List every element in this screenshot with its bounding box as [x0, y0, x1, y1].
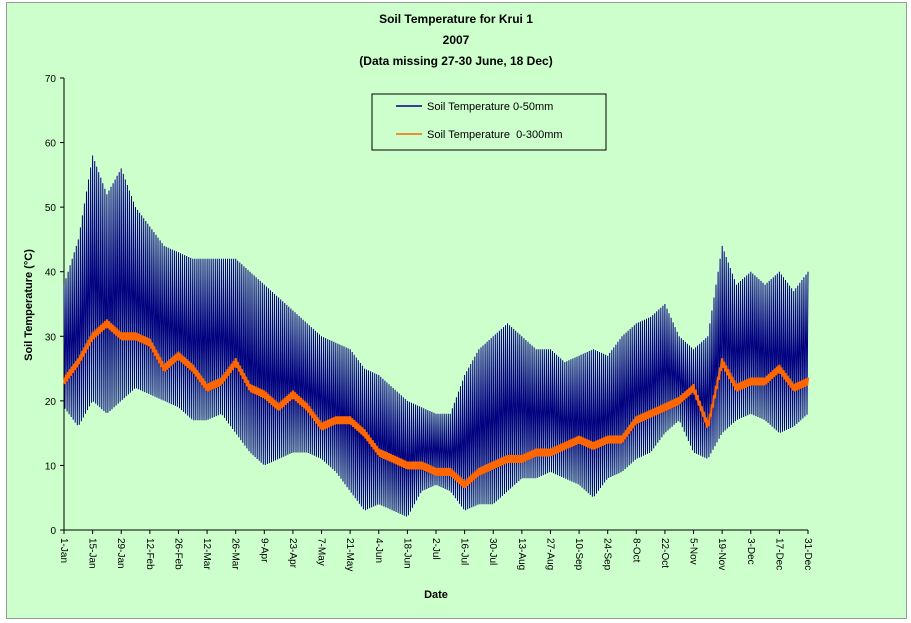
y-tick-label: 50: [45, 203, 57, 214]
x-tick-label: 2-Jul: [430, 538, 441, 560]
x-tick-label: 13-Aug: [516, 538, 527, 570]
legend-label-series-2: Soil Temperature 0-300mm: [427, 129, 563, 141]
y-tick-label: 30: [45, 332, 57, 343]
x-tick-label: 5-Nov: [688, 538, 699, 565]
x-tick-label: 21-May: [344, 538, 355, 571]
x-tick-label: 27-Aug: [544, 538, 555, 570]
x-tick-label: 19-Nov: [716, 538, 727, 570]
x-tick-label: 29-Jan: [115, 538, 126, 569]
x-tick-label: 22-Oct: [659, 538, 670, 568]
y-tick-label: 10: [45, 461, 57, 472]
series-line-0-300mm: [62, 319, 810, 488]
x-tick-label: 30-Jul: [487, 538, 498, 565]
x-axis-title: Date: [424, 589, 448, 601]
x-tick-label: 15-Jan: [87, 538, 98, 569]
x-tick-label: 7-May: [316, 538, 327, 566]
x-tick-label: 17-Dec: [773, 538, 784, 570]
x-tick-label: 10-Sep: [573, 538, 584, 571]
x-tick-label: 3-Dec: [745, 538, 756, 565]
x-tick-label: 26-Mar: [230, 538, 241, 570]
y-tick-label: 40: [45, 268, 57, 279]
x-tick-label: 12-Feb: [144, 538, 155, 570]
x-tick-label: 4-Jun: [373, 538, 384, 563]
x-tick-label: 1-Jan: [58, 538, 69, 563]
y-tick-label: 70: [45, 74, 57, 85]
y-tick-label: 60: [45, 139, 57, 150]
legend-label-series-1: Soil Temperature 0-50mm: [427, 101, 553, 113]
series-line-0-50mm: [63, 155, 809, 517]
x-tick-label: 24-Sep: [602, 538, 613, 571]
legend-box: [371, 93, 607, 151]
x-tick-label: 18-Jun: [401, 538, 412, 569]
y-tick-label: 0: [50, 526, 56, 537]
x-tick-label: 9-Apr: [258, 538, 269, 563]
x-tick-label: 31-Dec: [802, 538, 813, 570]
x-tick-label: 8-Oct: [630, 538, 641, 563]
legend: Soil Temperature 0-50mm Soil Temperature…: [371, 93, 607, 151]
y-tick-label: 20: [45, 397, 57, 408]
chart-title-line-1: Soil Temperature for Krui 1: [379, 12, 533, 26]
chart-title-line-3: (Data missing 27-30 June, 18 Dec): [359, 54, 552, 68]
x-tick-label: 23-Apr: [287, 538, 298, 569]
plot-area: 0 10 20 30 40 50 60 70 1-Jan 15-Jan 29-Jan 12-Feb 26…: [45, 74, 813, 571]
x-tick-label: 12-Mar: [201, 538, 212, 570]
chart-title-line-2: 2007: [443, 33, 470, 47]
x-tick-label: 16-Jul: [459, 538, 470, 565]
y-axis-title: Soil Temperature (°C): [23, 249, 35, 361]
x-tick-label: 26-Feb: [172, 538, 183, 570]
